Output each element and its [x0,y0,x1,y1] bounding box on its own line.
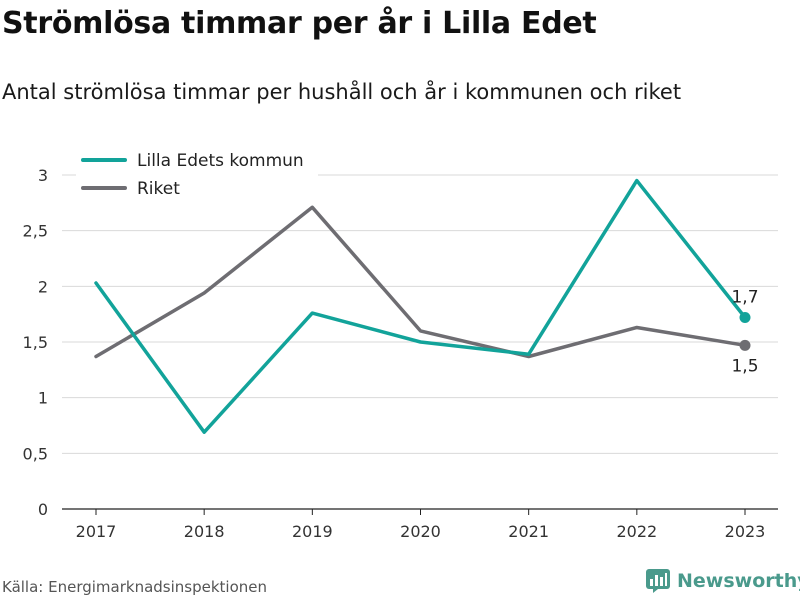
y-tick-label: 2 [38,277,48,296]
newsworthy-logo-icon [646,569,670,593]
end-point-marker [739,339,751,351]
x-tick-label: 2017 [76,522,117,541]
legend-label: Lilla Edets kommun [137,151,304,171]
x-tick-label: 2023 [725,522,766,541]
brand-logo: Newsworthy [645,568,800,594]
legend-background [76,146,318,204]
y-tick-label: 2,5 [23,222,48,241]
legend: Lilla Edets kommun Riket [76,146,318,204]
y-tick-label: 0 [38,500,48,519]
brand-name: Newsworthy [677,570,800,592]
x-tick-label: 2020 [400,522,441,541]
end-value-label: 1,7 [731,288,758,308]
series-line [94,178,747,434]
series-line [94,205,747,359]
source-note: Källa: Energimarknadsinspektionen [2,578,268,596]
y-tick-label: 1 [38,389,48,408]
series-lines: 1,5 1,7 [94,178,759,434]
x-tick-label: 2021 [508,522,549,541]
y-tick-label: 3 [38,166,48,185]
x-axis: 2017 2018 2019 2020 2021 2022 2023 [62,508,778,541]
x-tick-label: 2018 [184,522,225,541]
y-axis: 0 0,5 1 1,5 2 2,5 3 [23,166,48,519]
end-value-label: 1,5 [731,356,758,376]
y-tick-label: 1,5 [23,333,48,352]
x-tick-label: 2019 [292,522,333,541]
end-point-marker [739,312,751,324]
line-chart: 00,511,522,53 2017 2018 2019 2020 2021 2022 20… [22,146,778,541]
legend-label: Riket [137,179,180,199]
chart-title: Strömlösa timmar per år i Lilla Edet [2,6,597,41]
x-tick-label: 2022 [616,522,657,541]
y-tick-label: 0,5 [23,444,48,463]
chart-subtitle: Antal strömlösa timmar per hushåll och å… [2,80,682,104]
